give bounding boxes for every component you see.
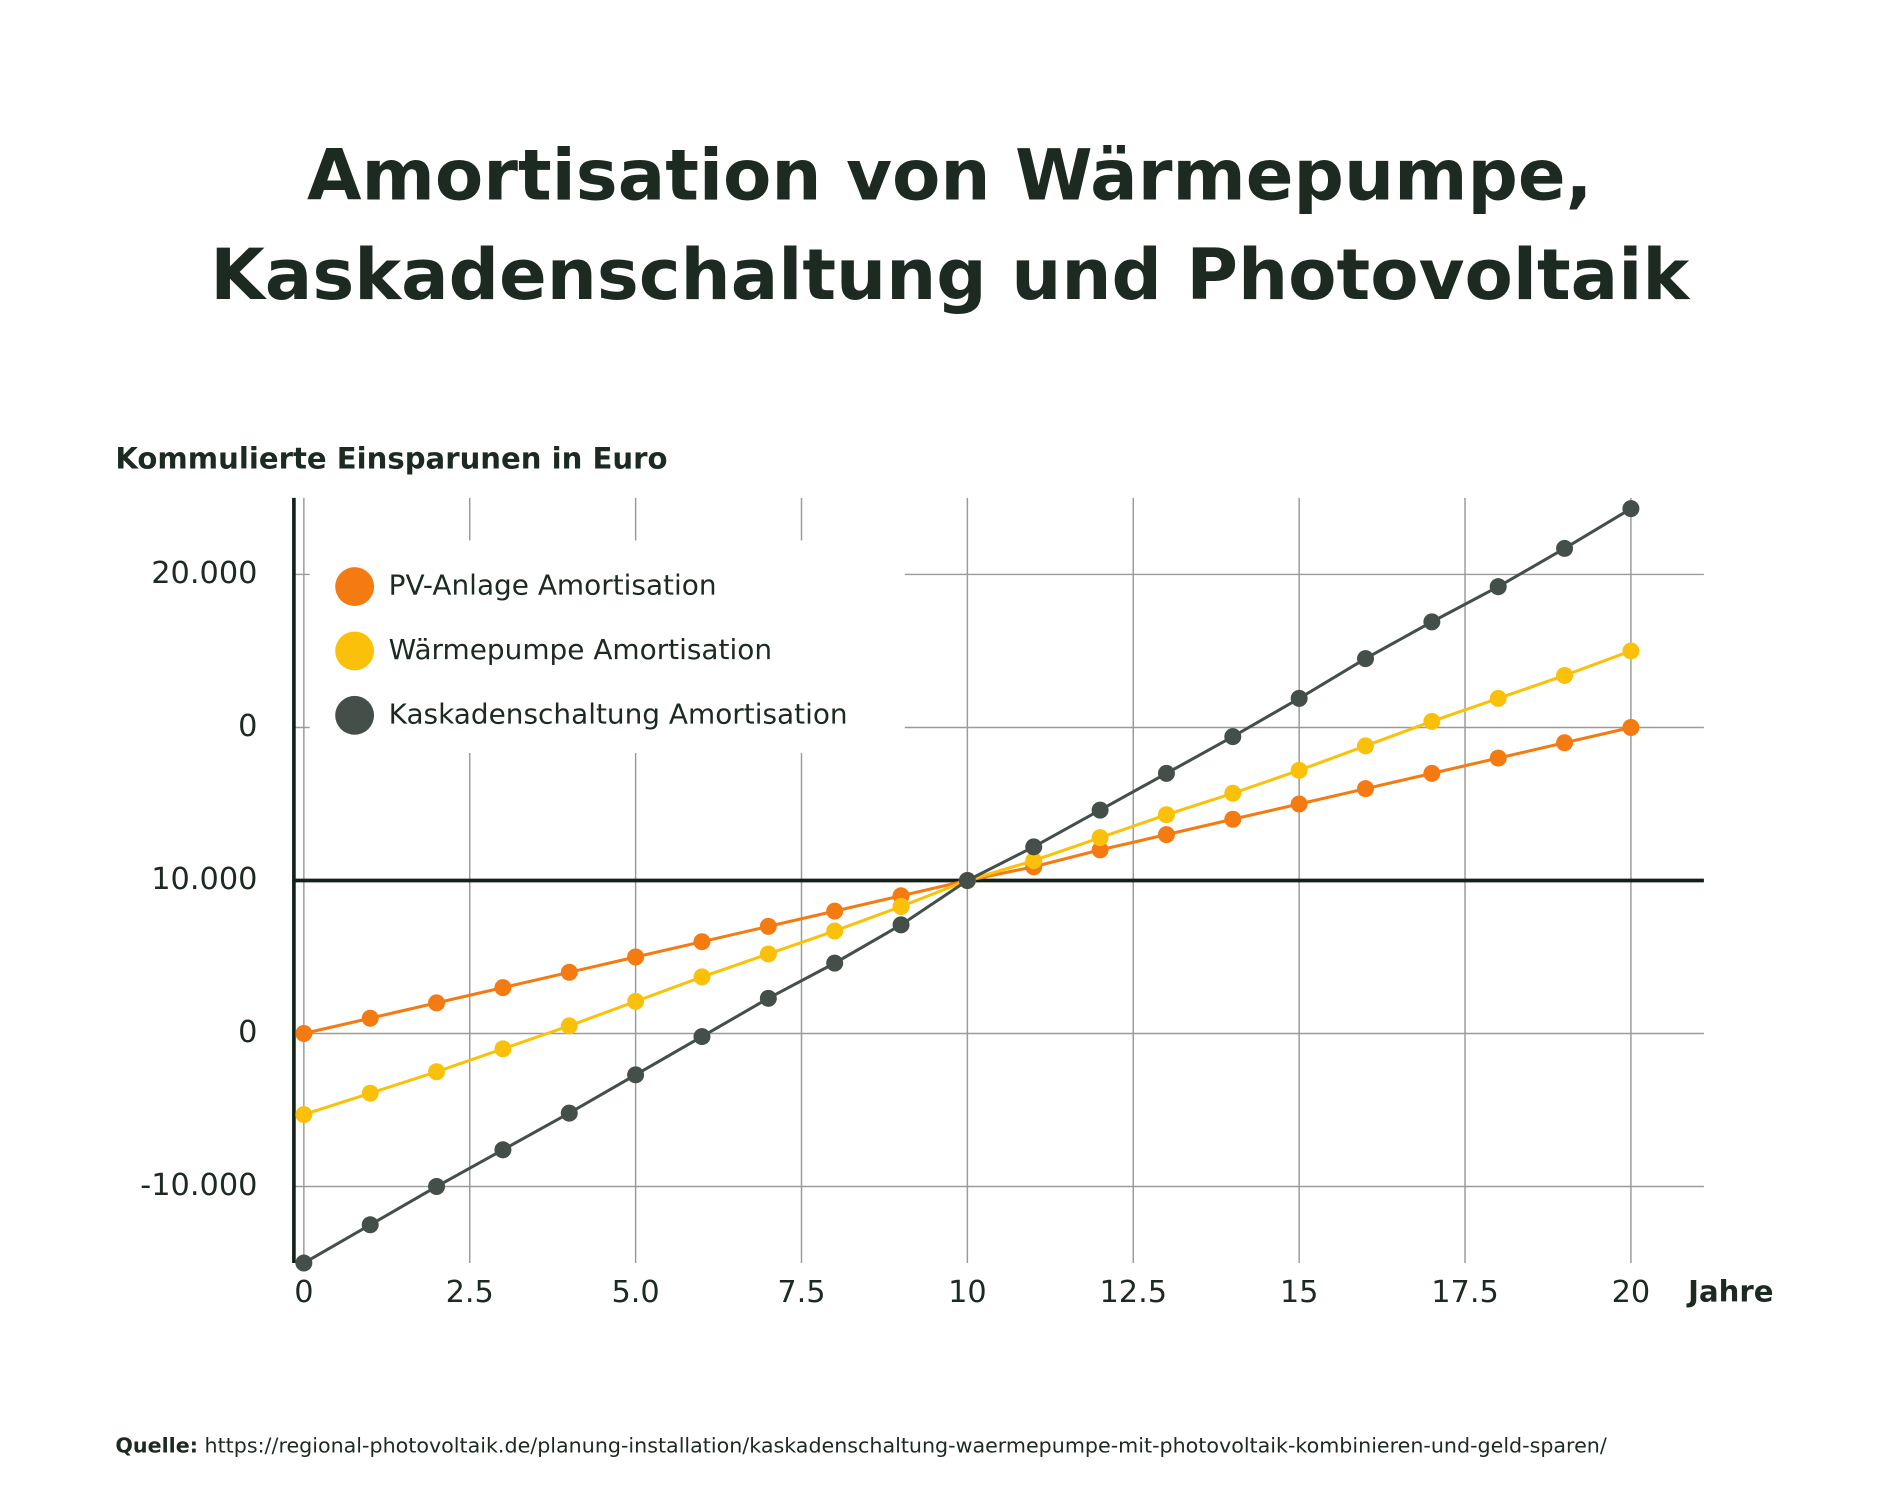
x-tick-label: 2.5: [446, 1275, 494, 1310]
y-tick-label: 10.000: [151, 862, 257, 897]
data-point: [1489, 689, 1507, 707]
data-point: [1556, 666, 1574, 684]
chart-title: Amortisation von Wärmepumpe,: [307, 134, 1592, 216]
data-point: [627, 992, 645, 1010]
data-point: [494, 1040, 512, 1058]
data-point: [892, 916, 910, 934]
data-point: [1423, 712, 1441, 730]
data-point: [693, 933, 711, 951]
data-point: [759, 917, 777, 935]
x-tick-label: 15: [1280, 1275, 1319, 1310]
data-point: [1489, 749, 1507, 767]
data-point: [560, 1017, 578, 1035]
data-point: [826, 954, 844, 972]
data-point: [693, 968, 711, 986]
data-point: [560, 1104, 578, 1122]
data-point: [428, 1063, 446, 1081]
data-point: [1157, 806, 1175, 824]
data-point: [560, 963, 578, 981]
y-axis-label: Kommulierte Einsparunen in Euro: [115, 441, 667, 475]
data-point: [295, 1254, 313, 1272]
data-point: [428, 994, 446, 1012]
source: Quelle: https://regional-photovoltaik.de…: [115, 1433, 1606, 1457]
legend-swatch: [335, 695, 375, 735]
source-label: Quelle:: [115, 1433, 198, 1457]
data-point: [1357, 780, 1375, 798]
data-point: [1423, 613, 1441, 631]
data-point: [361, 1009, 379, 1027]
legend: PV-Anlage Amortisation Wärmepumpe Amortis…: [309, 540, 905, 753]
data-point: [627, 1066, 645, 1084]
y-tick-label: 0: [238, 1015, 257, 1050]
data-point: [1091, 829, 1109, 847]
data-point: [1423, 764, 1441, 782]
x-tick-label: 17.5: [1431, 1275, 1499, 1310]
y-tick-label: 0: [238, 709, 257, 744]
data-point: [892, 898, 910, 916]
data-point: [1025, 838, 1043, 856]
data-point: [1157, 764, 1175, 782]
legend-swatch: [335, 567, 375, 607]
data-point: [759, 989, 777, 1007]
data-point: [494, 979, 512, 997]
data-point: [1622, 500, 1640, 518]
data-point: [1556, 539, 1574, 557]
data-point: [1091, 801, 1109, 819]
data-point: [1290, 761, 1308, 779]
data-point: [1290, 795, 1308, 813]
data-point: [826, 922, 844, 940]
data-point: [759, 945, 777, 963]
data-point: [826, 902, 844, 920]
legend-swatch: [335, 631, 375, 671]
data-point: [361, 1084, 379, 1102]
data-point: [295, 1025, 313, 1043]
data-point: [1622, 718, 1640, 736]
data-point: [1357, 650, 1375, 668]
data-point: [361, 1216, 379, 1234]
data-point: [958, 871, 976, 889]
data-point: [295, 1106, 313, 1124]
y-tick-label: -10.000: [140, 1168, 257, 1203]
data-point: [627, 948, 645, 966]
data-point: [1357, 737, 1375, 755]
data-point: [1224, 784, 1242, 802]
data-point: [1622, 642, 1640, 660]
data-point: [1025, 852, 1043, 870]
data-point: [1290, 689, 1308, 707]
x-tick-label: 20: [1612, 1275, 1651, 1310]
data-point: [693, 1028, 711, 1046]
y-tick-label: 20.000: [151, 556, 257, 591]
data-point: [428, 1178, 446, 1196]
x-tick-label: 10: [948, 1275, 987, 1310]
data-point: [1556, 734, 1574, 752]
data-point: [1157, 826, 1175, 844]
legend-label: Wärmepumpe Amortisation: [389, 633, 772, 666]
data-point: [1224, 728, 1242, 746]
chart-title: Kaskadenschaltung und Photovoltaik: [210, 234, 1691, 316]
x-tick-label: 7.5: [777, 1275, 825, 1310]
legend-label: PV-Anlage Amortisation: [389, 569, 717, 602]
data-point: [1224, 810, 1242, 828]
data-point: [494, 1141, 512, 1159]
x-axis-label: Jahre: [1686, 1274, 1773, 1308]
data-point: [1489, 578, 1507, 596]
x-tick-label: 5.0: [611, 1275, 659, 1310]
data-point: [1091, 841, 1109, 859]
legend-label: Kaskadenschaltung Amortisation: [389, 697, 848, 730]
legend-background: [309, 540, 905, 753]
x-tick-label: 12.5: [1099, 1275, 1167, 1310]
source-url: https://regional-photovoltaik.de/planung…: [205, 1433, 1607, 1457]
x-tick-label: 0: [294, 1275, 313, 1310]
